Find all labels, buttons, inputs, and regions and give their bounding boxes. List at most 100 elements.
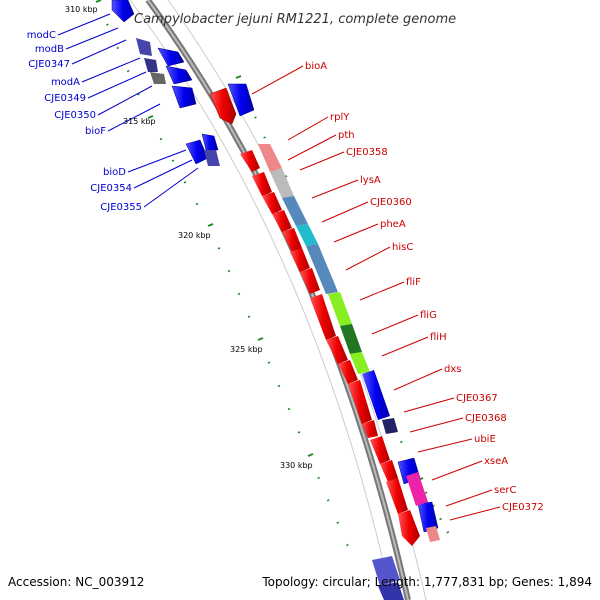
right-leader-line: [299, 151, 345, 171]
map-title: Campylobacter jejuni RM1221, complete ge…: [134, 12, 456, 27]
tick-mark: [126, 69, 130, 73]
kbp-label: 325 kbp: [230, 345, 263, 354]
kbp-label: 320 kbp: [178, 231, 211, 240]
gene-label-bioD: bioD: [103, 167, 126, 178]
left-gene-labels: modC modB CJE0347 modA CJE0349 CJE0350 b…: [27, 30, 142, 213]
tick-mark: [227, 269, 231, 273]
gene-label-CJE0358: CJE0358: [346, 147, 388, 158]
right-gene-labels: bioA rplY pth CJE0358 lysA CJE0360 pheA …: [305, 61, 544, 513]
tick-mark: [235, 75, 242, 79]
tick-mark: [336, 521, 340, 524]
accession-label: Accession: NC_003912: [8, 575, 144, 589]
tick-mark: [137, 93, 140, 96]
gene-label-ubiE: ubiE: [474, 434, 496, 445]
tick-mark: [106, 23, 109, 26]
gene-label-hisC: hisC: [392, 242, 413, 253]
gene-label-modC: modC: [27, 30, 56, 41]
tick-marks: [95, 0, 450, 547]
tick-mark: [287, 407, 291, 411]
kbp-label: 310 kbp: [65, 5, 98, 14]
gene-label-CJE0360: CJE0360: [370, 197, 412, 208]
tick-mark: [217, 247, 221, 250]
gene-label-CJE0354: CJE0354: [90, 183, 132, 194]
tick-mark: [307, 453, 314, 457]
left-leader-line: [133, 159, 193, 189]
gene-label-pth: pth: [338, 130, 355, 141]
tick-mark: [263, 136, 266, 139]
right-leader-line: [431, 460, 483, 481]
gene-label-fliG: fliG: [420, 310, 437, 321]
tick-mark: [195, 202, 199, 206]
left-leader-line: [81, 57, 141, 83]
gene-label-rplY: rplY: [330, 112, 350, 123]
right-leader-line: [251, 65, 304, 95]
right-leader-line: [359, 281, 405, 301]
right-leader-line: [409, 417, 464, 433]
kbp-label: 315 kbp: [123, 117, 156, 126]
gene-label-CJE0350: CJE0350: [54, 110, 96, 121]
gene-label-CJE0347: CJE0347: [28, 59, 70, 70]
gene-label-bioF: bioF: [85, 126, 106, 137]
tick-mark: [237, 292, 241, 296]
tick-mark: [446, 531, 450, 534]
left-leader-line: [57, 13, 111, 36]
gene-label-CJE0367: CJE0367: [456, 393, 498, 404]
right-leader-line: [311, 179, 359, 199]
tick-mark: [159, 137, 163, 141]
right-leader-line: [403, 397, 455, 413]
tick-mark: [207, 223, 214, 227]
right-leader-line: [445, 489, 493, 507]
right-leader-line: [371, 314, 419, 335]
right-leader-line: [393, 368, 443, 391]
left-leader-line: [71, 39, 127, 65]
left-leader-line: [107, 103, 161, 132]
kbp-label: 330 kbp: [280, 461, 313, 470]
gene-label-fliF: fliF: [406, 277, 421, 288]
gene-label-serC: serC: [494, 485, 516, 496]
genome-summary: Topology: circular; Length: 1,777,831 bp…: [261, 575, 592, 589]
left-leader-line: [65, 27, 119, 50]
left-leader-line: [87, 71, 147, 99]
gene-label-lysA: lysA: [360, 175, 381, 186]
gene-label-CJE0349: CJE0349: [44, 93, 86, 104]
tick-mark: [297, 431, 301, 434]
reverse-strand-features: [111, 0, 439, 600]
tick-mark: [346, 543, 349, 547]
tick-mark: [277, 384, 281, 388]
tick-mark: [247, 315, 251, 318]
gene-label-fliH: fliH: [430, 332, 447, 343]
tick-mark: [267, 361, 271, 364]
left-leader-line: [97, 85, 153, 116]
tick-mark: [257, 337, 264, 341]
tick-mark: [424, 491, 428, 494]
gene-label-xseA: xseA: [484, 456, 508, 467]
right-leader-line: [381, 336, 429, 357]
forward-strand-features: [209, 87, 420, 546]
gene-label-CJE0372: CJE0372: [502, 502, 544, 513]
tick-mark: [95, 0, 102, 3]
colored-feature-band: [258, 144, 440, 542]
kbp-labels: 310 kbp 315 kbp 320 kbp 325 kbp 330 kbp: [65, 5, 313, 470]
tick-mark: [147, 115, 154, 119]
leader-lines: [57, 13, 501, 521]
tick-mark: [326, 499, 330, 502]
gene-label-CJE0368: CJE0368: [465, 413, 507, 424]
right-leader-line: [449, 506, 501, 521]
right-leader-line: [321, 201, 369, 223]
gene-label-pheA: pheA: [380, 219, 406, 230]
left-leader-line: [127, 149, 187, 173]
right-leader-line: [417, 438, 473, 453]
right-leader-line: [287, 116, 329, 141]
left-leader-line: [143, 167, 199, 208]
tick-mark: [254, 116, 257, 119]
gene-label-modA: modA: [51, 77, 80, 88]
tick-mark: [171, 159, 175, 162]
tick-mark: [116, 46, 120, 50]
tick-mark: [439, 517, 442, 521]
tick-mark: [183, 181, 187, 184]
gene-label-bioA: bioA: [305, 61, 327, 72]
tick-mark: [400, 440, 403, 444]
gene-label-CJE0355: CJE0355: [100, 202, 142, 213]
tick-mark: [317, 476, 320, 480]
